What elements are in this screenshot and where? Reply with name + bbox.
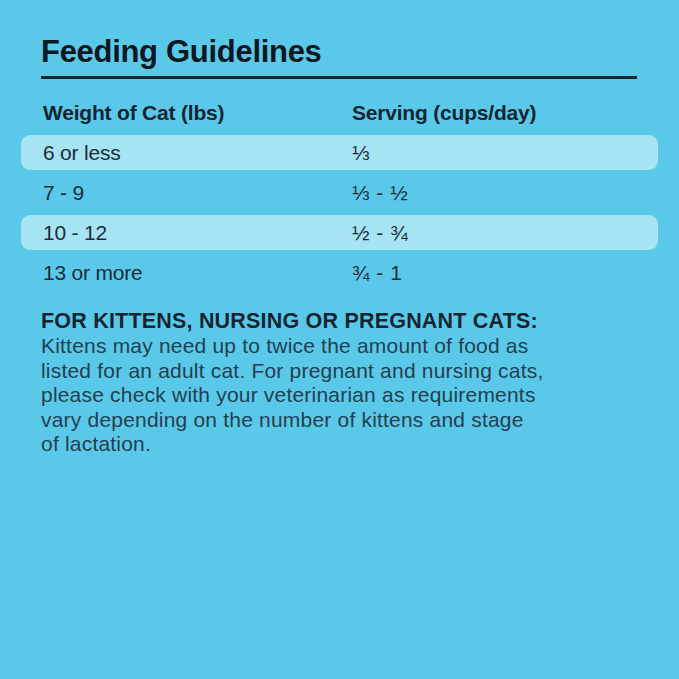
weight-cell: 10 - 12 [43, 221, 107, 245]
table-row: 10 - 12 ½ - ¾ [21, 215, 658, 250]
serving-cell: ¾ - 1 [352, 261, 402, 285]
page-title: Feeding Guidelines [41, 34, 322, 70]
kittens-note-heading: FOR KITTENS, NURSING OR PREGNANT CATS: [41, 309, 538, 334]
feeding-table: 6 or less ⅓ 7 - 9 ⅓ - ½ 10 - 12 ½ - ¾ 13… [21, 135, 658, 295]
weight-cell: 7 - 9 [43, 181, 84, 205]
serving-cell: ⅓ [352, 141, 370, 165]
kittens-note-body: Kittens may need up to twice the amount … [41, 334, 641, 457]
serving-cell: ½ - ¾ [352, 221, 408, 245]
table-row: 13 or more ¾ - 1 [21, 255, 658, 290]
weight-cell: 6 or less [43, 141, 121, 165]
title-underline [41, 76, 637, 79]
weight-cell: 13 or more [43, 261, 143, 285]
feeding-guidelines-label: Feeding Guidelines Weight of Cat (lbs) S… [0, 0, 679, 679]
serving-cell: ⅓ - ½ [352, 181, 408, 205]
column-header-serving: Serving (cups/day) [352, 101, 536, 125]
table-row: 7 - 9 ⅓ - ½ [21, 175, 658, 210]
column-header-weight: Weight of Cat (lbs) [43, 101, 224, 125]
table-row: 6 or less ⅓ [21, 135, 658, 170]
